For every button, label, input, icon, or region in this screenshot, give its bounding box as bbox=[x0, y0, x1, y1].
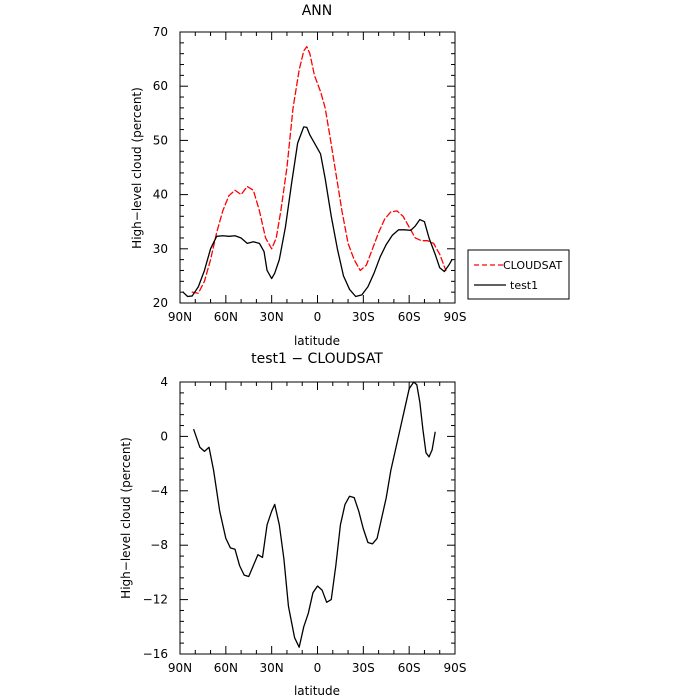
x-tick-label: 60S bbox=[398, 661, 421, 675]
chart-bottom-ticks: 90N 60N 30N 0 30S 60S 90S 4 0 −4 −8 −12 −16 bbox=[143, 375, 467, 675]
chart-top-series bbox=[182, 45, 453, 298]
y-tick-label: −12 bbox=[143, 593, 168, 607]
y-tick-label: 30 bbox=[153, 242, 168, 256]
y-tick-label: 50 bbox=[153, 133, 168, 147]
chart-bottom-x-axis-label: latitude bbox=[294, 684, 340, 698]
x-tick-label: 90S bbox=[444, 310, 467, 324]
x-tick-label: 30S bbox=[352, 310, 375, 324]
legend: CLOUDSAT test1 bbox=[467, 249, 570, 300]
y-tick-label: 70 bbox=[153, 25, 168, 39]
x-tick-label: 30N bbox=[260, 310, 284, 324]
x-tick-label: 90N bbox=[168, 310, 192, 324]
x-tick-label: 90S bbox=[444, 661, 467, 675]
y-tick-label: −4 bbox=[150, 484, 168, 498]
series-line-test1 bbox=[182, 126, 453, 298]
chart-bottom: test1 − CLOUDSAT 90N 60N 30N 0 30S 60S 90S 4 0 −4… bbox=[119, 351, 466, 698]
x-tick-label: 60N bbox=[214, 661, 238, 675]
chart-bottom-y-axis-label: High−level cloud (percent) bbox=[119, 437, 133, 599]
x-tick-label: 60N bbox=[214, 310, 238, 324]
y-tick-label: −16 bbox=[143, 647, 168, 661]
legend-box bbox=[467, 249, 570, 300]
x-tick-label: 90N bbox=[168, 661, 192, 675]
x-tick-label: 0 bbox=[314, 661, 322, 675]
series-line-cloudsat bbox=[191, 45, 447, 294]
chart-bottom-series bbox=[193, 381, 436, 648]
y-tick-label: 60 bbox=[153, 79, 168, 93]
x-tick-label: 0 bbox=[314, 310, 322, 324]
chart-top: ANN 90N 60N 30N 0 30S 60S 90S 20 30 40 50 60 70 lati… bbox=[130, 3, 466, 348]
y-tick-label: 40 bbox=[153, 188, 168, 202]
chart-top-y-axis-label: High−level cloud (percent) bbox=[130, 87, 144, 249]
chart-top-ticks: 90N 60N 30N 0 30S 60S 90S 20 30 40 50 60 70 bbox=[153, 25, 467, 324]
legend-label-cloudsat: CLOUDSAT bbox=[503, 259, 562, 272]
series-line-diff bbox=[193, 381, 436, 648]
y-tick-label: 4 bbox=[160, 375, 168, 389]
chart-top-title: ANN bbox=[302, 3, 333, 19]
chart-top-x-axis-label: latitude bbox=[294, 334, 340, 348]
x-tick-label: 30S bbox=[352, 661, 375, 675]
y-tick-label: −8 bbox=[150, 538, 168, 552]
y-tick-label: 20 bbox=[153, 296, 168, 310]
legend-label-test1: test1 bbox=[510, 279, 538, 292]
y-tick-label: 0 bbox=[160, 429, 168, 443]
chart-bottom-title: test1 − CLOUDSAT bbox=[251, 351, 383, 367]
x-tick-label: 60S bbox=[398, 310, 421, 324]
x-tick-label: 30N bbox=[260, 661, 284, 675]
